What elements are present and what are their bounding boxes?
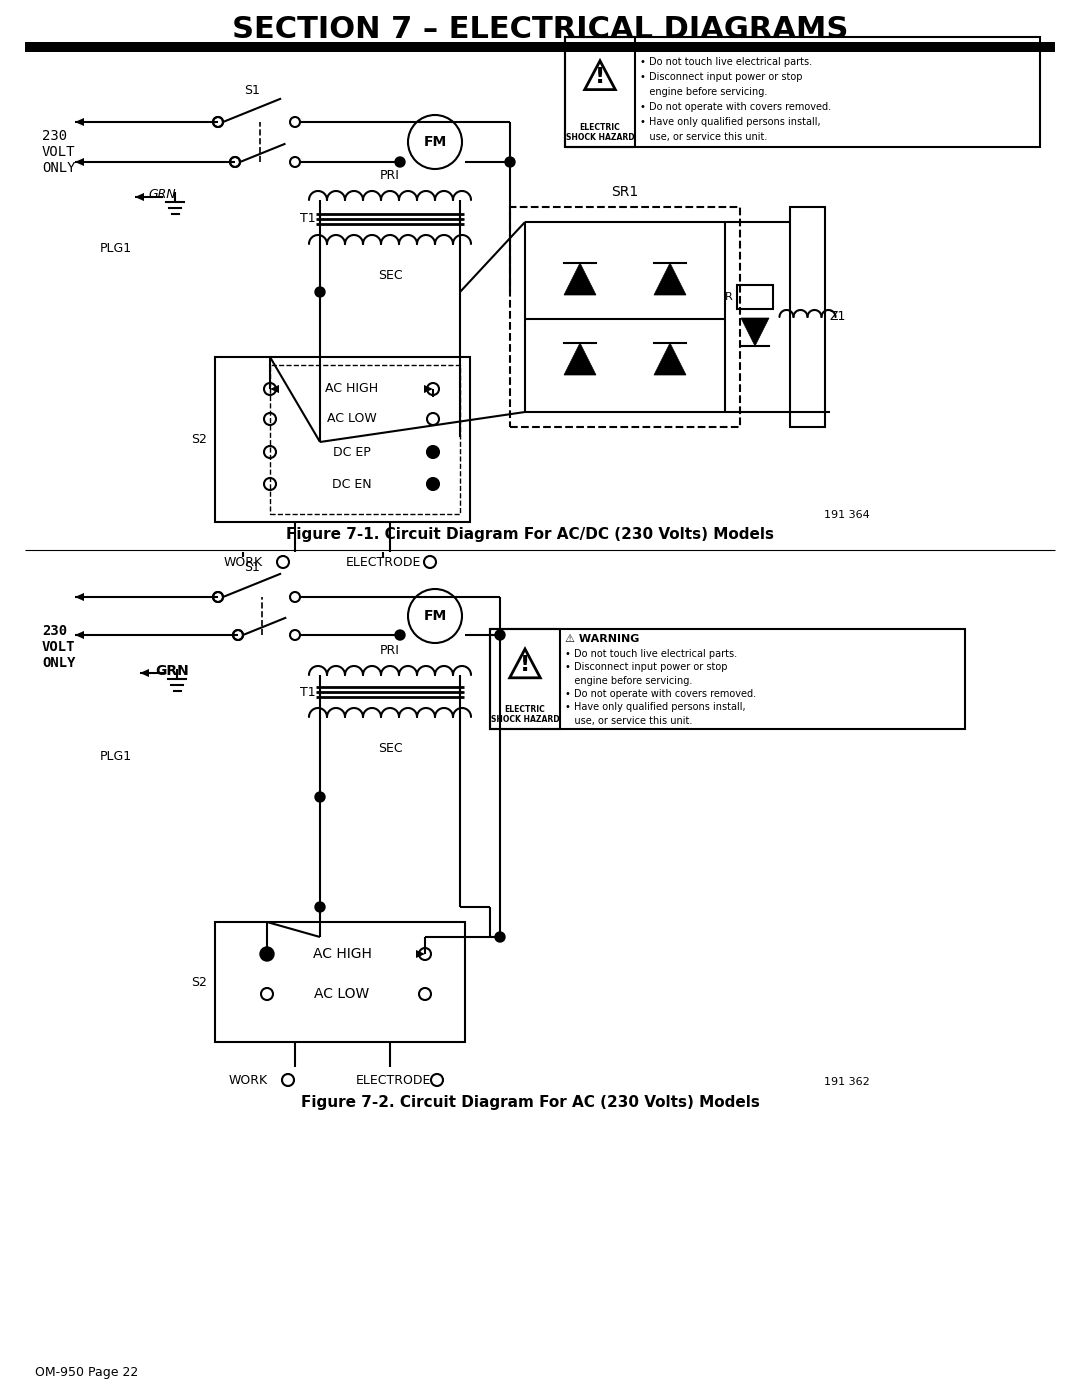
Text: ⚠ WARNING: ⚠ WARNING (565, 634, 639, 644)
Circle shape (315, 792, 325, 802)
Circle shape (395, 630, 405, 640)
Circle shape (395, 156, 405, 168)
Text: • Do not operate with covers removed.: • Do not operate with covers removed. (565, 689, 756, 698)
Text: GRN: GRN (156, 664, 189, 678)
Text: ELECTRIC
SHOCK HAZARD: ELECTRIC SHOCK HAZARD (566, 123, 634, 142)
Text: OM-950 Page 22: OM-950 Page 22 (35, 1366, 138, 1379)
Bar (510, 207, 740, 427)
Bar (490, 629, 966, 729)
Text: engine before servicing.: engine before servicing. (565, 676, 692, 686)
Text: DC EP: DC EP (333, 446, 370, 458)
Polygon shape (270, 386, 279, 393)
Polygon shape (75, 158, 84, 166)
Text: PLG1: PLG1 (100, 750, 132, 764)
Text: use, or service this unit.: use, or service this unit. (565, 715, 692, 725)
Text: S1: S1 (244, 562, 260, 574)
Polygon shape (75, 117, 84, 126)
Text: S1: S1 (244, 84, 260, 96)
Text: SECTION 7 – ELECTRICAL DIAGRAMS: SECTION 7 – ELECTRICAL DIAGRAMS (232, 14, 848, 43)
Bar (270, 365, 460, 514)
Text: AC HIGH: AC HIGH (325, 383, 379, 395)
Bar (215, 922, 465, 1042)
Text: • Do not touch live electrical parts.: • Do not touch live electrical parts. (565, 650, 738, 659)
Text: 191 364: 191 364 (824, 510, 870, 520)
Text: SEC: SEC (378, 270, 403, 282)
Text: FM: FM (423, 609, 447, 623)
Text: SR1: SR1 (611, 184, 638, 198)
Bar (490, 629, 561, 729)
Text: Z1: Z1 (831, 310, 847, 324)
Text: DC EN: DC EN (333, 478, 372, 490)
Text: ELECTRIC
SHOCK HAZARD: ELECTRIC SHOCK HAZARD (490, 704, 559, 724)
Circle shape (428, 479, 438, 489)
Text: PLG1: PLG1 (100, 243, 132, 256)
Polygon shape (135, 193, 144, 201)
Text: WORK: WORK (224, 556, 262, 569)
Text: PRI: PRI (380, 169, 400, 182)
Bar (789, 207, 825, 427)
Circle shape (495, 932, 505, 942)
Text: ⚠ WARNING: ⚠ WARNING (640, 42, 714, 52)
Text: ELECTRODE: ELECTRODE (355, 1073, 431, 1087)
Text: 230
VOLT
ONLY: 230 VOLT ONLY (42, 624, 76, 671)
Text: 191 362: 191 362 (824, 1077, 870, 1087)
Polygon shape (424, 386, 433, 393)
Text: !: ! (519, 655, 530, 675)
Text: 230
VOLT
ONLY: 230 VOLT ONLY (42, 129, 76, 175)
Circle shape (505, 156, 515, 168)
Polygon shape (654, 263, 686, 295)
Polygon shape (75, 592, 84, 601)
Circle shape (428, 447, 438, 457)
Text: S2: S2 (191, 433, 207, 446)
Text: AC LOW: AC LOW (327, 412, 377, 426)
Polygon shape (741, 319, 769, 346)
Bar (737, 285, 773, 309)
Text: • Disconnect input power or stop: • Disconnect input power or stop (640, 73, 802, 82)
Bar (565, 36, 1040, 147)
Text: AC LOW: AC LOW (314, 988, 369, 1002)
Polygon shape (416, 950, 426, 958)
Circle shape (495, 630, 505, 640)
Polygon shape (564, 263, 596, 295)
Text: engine before servicing.: engine before servicing. (640, 87, 768, 96)
Circle shape (315, 286, 325, 298)
Text: GRN: GRN (148, 189, 176, 201)
Bar (215, 358, 470, 522)
Circle shape (260, 947, 274, 961)
Text: AC HIGH: AC HIGH (312, 947, 372, 961)
Text: Figure 7-2. Circuit Diagram For AC (230 Volts) Models: Figure 7-2. Circuit Diagram For AC (230 … (300, 1094, 759, 1109)
Text: • Do not operate with covers removed.: • Do not operate with covers removed. (640, 102, 832, 112)
Polygon shape (140, 669, 149, 678)
Text: • Disconnect input power or stop: • Disconnect input power or stop (565, 662, 728, 672)
Text: R: R (726, 292, 733, 302)
Text: SEC: SEC (378, 742, 403, 754)
Text: !: ! (595, 67, 605, 87)
Text: • Have only qualified persons install,: • Have only qualified persons install, (565, 703, 745, 712)
Polygon shape (75, 631, 84, 638)
Polygon shape (654, 344, 686, 374)
Text: PRI: PRI (380, 644, 400, 657)
Text: Figure 7-1. Circuit Diagram For AC/DC (230 Volts) Models: Figure 7-1. Circuit Diagram For AC/DC (2… (286, 528, 774, 542)
Text: T1: T1 (300, 212, 316, 225)
Text: • Do not touch live electrical parts.: • Do not touch live electrical parts. (640, 57, 812, 67)
Text: use, or service this unit.: use, or service this unit. (640, 131, 768, 142)
Bar (565, 36, 635, 147)
Text: FM: FM (423, 136, 447, 149)
Polygon shape (564, 344, 596, 374)
Text: T1: T1 (300, 686, 316, 698)
Text: ELECTRODE: ELECTRODE (346, 556, 421, 569)
Circle shape (315, 902, 325, 912)
Bar (25, 42, 1055, 52)
Text: WORK: WORK (229, 1073, 268, 1087)
Text: S2: S2 (191, 975, 207, 989)
Text: • Have only qualified persons install,: • Have only qualified persons install, (640, 117, 821, 127)
